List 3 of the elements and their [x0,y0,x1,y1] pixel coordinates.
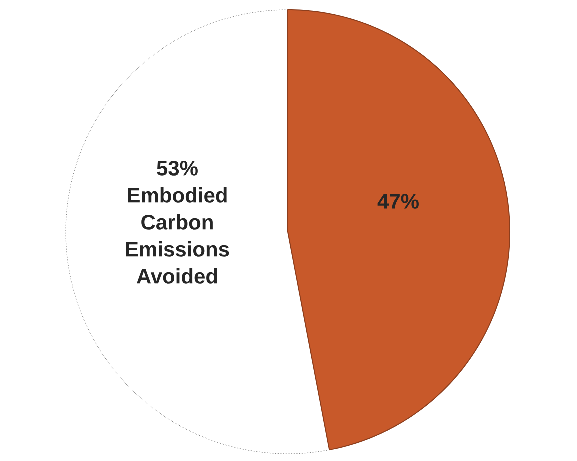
data-label: 47% [378,194,419,209]
slice-label: Embodied Carbon Emissions Avoided [126,187,230,284]
data-label: 53% [157,161,198,176]
